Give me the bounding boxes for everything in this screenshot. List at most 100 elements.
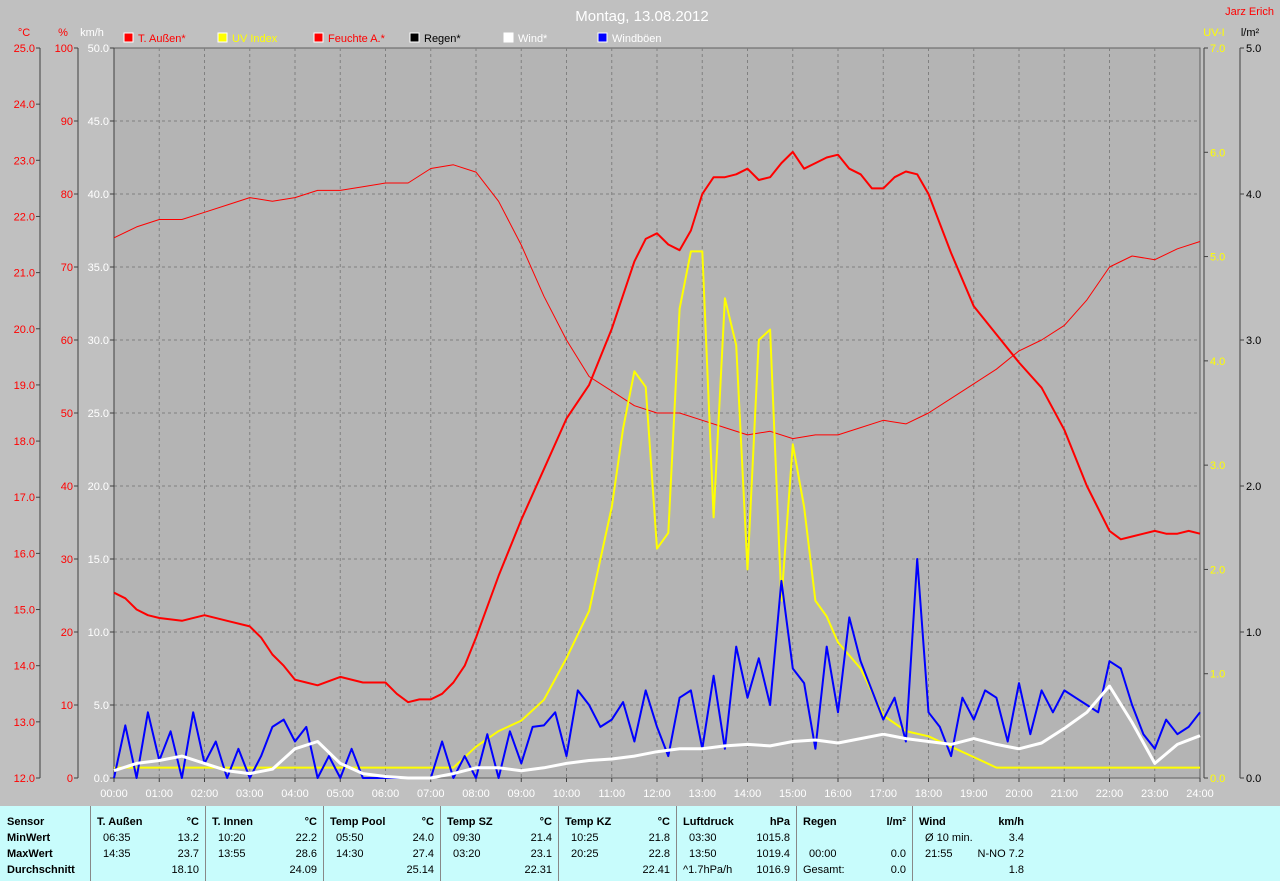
hum-axis-tick-label-5: 50 (61, 408, 73, 420)
hum-unit-label: % (58, 27, 68, 39)
stats-max-value: 27.4 (412, 848, 434, 860)
stats-avg-value: 22.31 (524, 864, 552, 876)
stats-min-value: 3.4 (1008, 832, 1024, 844)
x-tick-label-12: 12:00 (643, 788, 671, 800)
series-windben (113, 558, 1201, 779)
x-tick-label-9: 09:00 (507, 788, 535, 800)
stats-col-name: T. Außen (97, 816, 143, 828)
row-label-min: MinWert (7, 832, 51, 844)
stats-avg-value: 24.09 (289, 864, 317, 876)
x-tick-label-17: 17:00 (869, 788, 897, 800)
stats-col-unit: °C (186, 816, 199, 828)
x-tick-label-20: 20:00 (1005, 788, 1033, 800)
stats-col-5: Luftdruck hPa 03:30 1015.8 13:50 1019.4 ^1.7hP… (676, 806, 796, 881)
legend: T. Außen* UV Index Feuchte A.* Regen* Wind* W… (123, 32, 662, 45)
legend-swatch-1 (217, 32, 228, 43)
x-tick-label-18: 18:00 (915, 788, 943, 800)
row-label-avg: Durchschnitt (7, 864, 75, 876)
x-tick-label-1: 01:00 (145, 788, 173, 800)
legend-swatch-0 (123, 32, 134, 43)
x-tick-label-16: 16:00 (824, 788, 852, 800)
stats-max-time: 14:30 (336, 848, 364, 860)
x-tick-label-21: 21:00 (1050, 788, 1078, 800)
stats-max-value: 22.8 (648, 848, 670, 860)
x-tick-label-24: 24:00 (1186, 788, 1214, 800)
stats-min-value: 21.8 (648, 832, 670, 844)
wind-axis-tick-label-6: 20.0 (88, 481, 109, 493)
stats-col-name: T. Innen (212, 816, 253, 828)
x-tick-label-2: 02:00 (191, 788, 219, 800)
stats-max-time: 03:20 (453, 848, 481, 860)
wind-axis-tick-label-2: 40.0 (88, 189, 109, 201)
wind-axis-tick-label-1: 45.0 (88, 116, 109, 128)
rain-axis-tick-label-1: 4.0 (1246, 189, 1261, 201)
stats-min-time: 10:20 (218, 832, 246, 844)
uv-axis-tick-label-6: 1.0 (1210, 669, 1225, 681)
row-label-max: MaxWert (7, 848, 53, 860)
stats-max-value: N-NO 7.2 (977, 848, 1024, 860)
rain-axis-tick-label-5: 0.0 (1246, 773, 1261, 785)
stats-col-name: Temp KZ (565, 816, 612, 828)
stats-min-value: 13.2 (177, 832, 199, 844)
series-tauen (113, 150, 1201, 704)
stats-avg-value: 25.14 (406, 864, 434, 876)
row-label-sensor: Sensor (7, 816, 45, 828)
hum-axis-tick-label-6: 40 (61, 481, 73, 493)
chart-title: Montag, 13.08.2012 (575, 8, 708, 25)
hum-axis-tick-label-1: 90 (61, 116, 73, 128)
stats-max-time: 20:25 (571, 848, 599, 860)
rain-axis-tick-label-0: 5.0 (1246, 43, 1261, 55)
temp-axis-tick-label-1: 24.0 (14, 99, 35, 111)
legend-swatch-2 (313, 32, 324, 43)
wind-unit-label: km/h (80, 27, 104, 39)
hum-axis-tick-label-9: 10 (61, 700, 73, 712)
stats-col-name: Regen (803, 816, 837, 828)
stats-max-value: 0.0 (890, 848, 906, 860)
legend-swatch-4 (503, 32, 514, 43)
temp-axis-tick-label-12: 13.0 (14, 717, 35, 729)
stats-avg-value: 1.8 (1008, 864, 1024, 876)
x-tick-label-22: 22:00 (1096, 788, 1124, 800)
x-tick-label-19: 19:00 (960, 788, 988, 800)
stats-col-name: Luftdruck (683, 816, 734, 828)
temp-axis-tick-label-2: 23.0 (14, 155, 35, 167)
legend-label-5: Windböen (612, 33, 662, 45)
temp-axis-tick-label-0: 25.0 (14, 43, 35, 55)
stats-min-value: 24.0 (412, 832, 434, 844)
legend-label-1: UV Index (232, 33, 278, 45)
stats-max-value: 1019.4 (756, 848, 790, 860)
stats-avg-value: 22.41 (642, 864, 670, 876)
wind-axis-tick-label-3: 35.0 (88, 262, 109, 274)
temp-axis-tick-label-10: 15.0 (14, 605, 35, 617)
temp-axis-tick-label-9: 16.0 (14, 548, 35, 560)
stats-col-6: Regen l/m² 00:00 0.0 Gesamt: 0.0 (796, 806, 912, 881)
stats-avg-value: 0.0 (890, 864, 906, 876)
uv-axis-tick-label-1: 6.0 (1210, 147, 1225, 159)
x-tick-label-11: 11:00 (598, 788, 625, 800)
stats-col-unit: l/m² (886, 816, 906, 828)
stats-col-name: Wind (919, 816, 946, 828)
stats-max-time: 14:35 (103, 848, 131, 860)
uv-axis-tick-label-4: 3.0 (1210, 460, 1225, 472)
stats-panel: Sensor MinWert MaxWert Durchschnitt T. A… (0, 806, 1280, 881)
temp-axis-tick-label-3: 22.0 (14, 211, 35, 223)
wind-axis-tick-label-9: 5.0 (94, 700, 109, 712)
x-tick-label-7: 07:00 (417, 788, 445, 800)
stats-avg-value: 18.10 (171, 864, 199, 876)
stats-min-time: 06:35 (103, 832, 131, 844)
temp-axis-tick-label-7: 18.0 (14, 436, 35, 448)
stats-col-unit: °C (304, 816, 317, 828)
stats-max-value: 28.6 (295, 848, 317, 860)
x-tick-label-10: 10:00 (553, 788, 581, 800)
series-layer (113, 150, 1201, 780)
wind-axis-tick-label-7: 15.0 (88, 554, 109, 566)
axes: 00:00 01:00 02:00 03:00 04:00 05:00 06:00 07:00… (14, 27, 1262, 800)
uv-axis-tick-label-0: 7.0 (1210, 43, 1225, 55)
x-tick-label-14: 14:00 (734, 788, 762, 800)
uv-unit-label: UV-I (1203, 27, 1224, 39)
uv-axis-tick-label-7: 0.0 (1210, 773, 1225, 785)
series-feuchtea (113, 164, 1201, 440)
stats-col-unit: km/h (998, 816, 1024, 828)
stats-min-time: 03:30 (689, 832, 717, 844)
hum-axis-tick-label-10: 0 (67, 773, 73, 785)
